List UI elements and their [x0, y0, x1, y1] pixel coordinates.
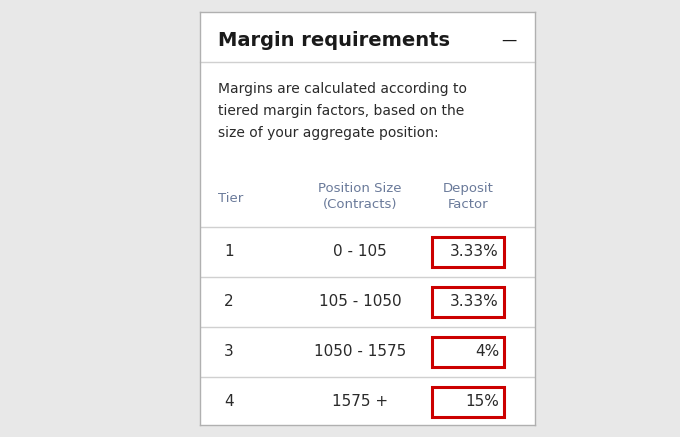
FancyBboxPatch shape	[432, 387, 504, 417]
Text: Tier: Tier	[218, 192, 243, 205]
Text: tiered margin factors, based on the: tiered margin factors, based on the	[218, 104, 464, 118]
Text: Factor: Factor	[447, 198, 488, 211]
Text: 1050 - 1575: 1050 - 1575	[314, 344, 406, 360]
Text: Margins are calculated according to: Margins are calculated according to	[218, 82, 467, 96]
Text: 1575 +: 1575 +	[332, 395, 388, 409]
Text: 105 - 1050: 105 - 1050	[319, 295, 401, 309]
Text: 15%: 15%	[465, 395, 499, 409]
FancyBboxPatch shape	[432, 287, 504, 317]
Text: 2: 2	[224, 295, 234, 309]
Text: —: —	[502, 32, 517, 48]
Text: 0 - 105: 0 - 105	[333, 244, 387, 260]
Text: 1: 1	[224, 244, 234, 260]
Text: 3.33%: 3.33%	[450, 295, 499, 309]
Text: (Contracts): (Contracts)	[323, 198, 397, 211]
Text: 3.33%: 3.33%	[450, 244, 499, 260]
FancyBboxPatch shape	[432, 237, 504, 267]
Text: 4: 4	[224, 395, 234, 409]
Text: Position Size: Position Size	[318, 182, 402, 195]
Text: 4%: 4%	[475, 344, 499, 360]
Text: 3: 3	[224, 344, 234, 360]
Text: Deposit: Deposit	[443, 182, 494, 195]
Text: size of your aggregate position:: size of your aggregate position:	[218, 126, 439, 140]
Text: Margin requirements: Margin requirements	[218, 31, 450, 49]
FancyBboxPatch shape	[432, 337, 504, 367]
